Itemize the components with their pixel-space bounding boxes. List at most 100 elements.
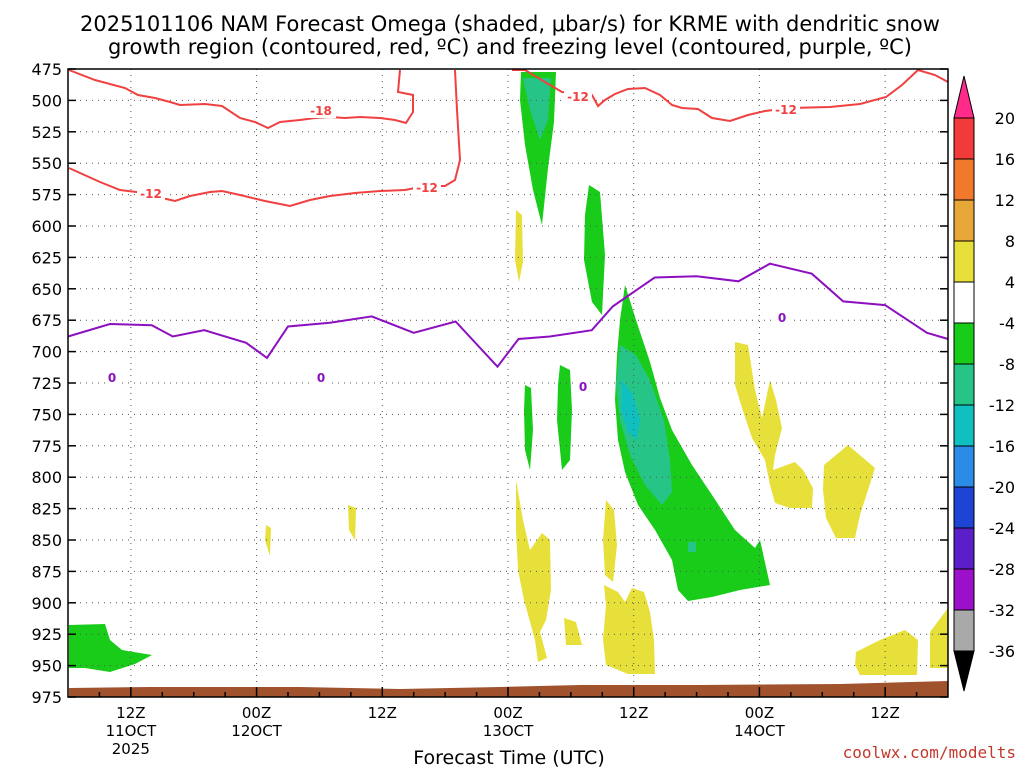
freezing-label-2: 0 [317,371,325,385]
omega-area-green-main [615,285,770,601]
x-tick-label-date: 11OCT [106,722,157,740]
dgz-label-3: -12 [416,181,438,195]
omega-area-yellow-right2 [823,445,875,538]
y-tick-label: 975 [31,688,62,707]
y-tick-label: 625 [31,248,62,267]
colorbar-label: 12 [995,191,1015,210]
freezing-label-4: 0 [778,311,786,325]
colorbar-bottom-arrow [953,650,975,692]
y-tick-label: 550 [31,154,62,173]
omega-area-teal-spot [688,542,696,552]
x-tick-label-time: 00Z [242,704,271,722]
colorbar-swatch [953,404,975,447]
y-tick-label: 600 [31,217,62,236]
colorbar-label: -16 [989,437,1015,456]
x-tick-label-time: 00Z [493,704,522,722]
omega-area-green-mid [584,185,605,315]
omega-area-yellow-small3 [265,525,271,556]
y-tick-label: 675 [31,311,62,330]
plot-area [68,69,948,697]
dgz-label-4: -12 [567,90,589,104]
y-tick-label: 925 [31,625,62,644]
y-tick-label: 750 [31,405,62,424]
x-tick-label-date: 13OCT [483,722,534,740]
colorbar-label: 8 [1005,232,1015,251]
colorbar-label: -20 [989,478,1015,497]
x-tick-label-time: 00Z [745,704,774,722]
colorbar-label: 4 [1005,273,1015,292]
colorbar-swatch [953,199,975,242]
colorbar: 20 16 12 8 4 -4 -8 -12 -16 -20 -24 -28 -32 -36 [953,75,1015,692]
y-tick-label: 950 [31,657,62,676]
omega-area-yellow-small2 [348,505,356,540]
colorbar-swatch [953,486,975,529]
freezing-label-1: 0 [108,371,116,385]
x-tick-label-time: 12Z [619,704,648,722]
colorbar-swatch [953,117,975,160]
dgz-contour-upper [68,69,414,130]
y-tick-label: 900 [31,594,62,613]
y-axis: 475 500 525 550 575 600 625 650 675 700 725 750 775 8… [31,60,948,707]
chart-title-line2: growth region (contoured, red, ºC) and f… [108,35,912,59]
x-tick-label-year: 2025 [112,740,150,758]
colorbar-swatch [953,527,975,570]
colorbar-label: -36 [989,642,1015,661]
y-tick-label: 725 [31,374,62,393]
colorbar-label: -32 [989,601,1015,620]
colorbar-swatch [953,445,975,488]
y-tick-label: 575 [31,186,62,205]
dgz-label-5: -12 [775,103,797,117]
colorbar-swatch [953,609,975,652]
x-tick-label-date: 14OCT [734,722,785,740]
y-tick-label: 650 [31,280,62,299]
dgz-label-1: -18 [310,104,332,118]
colorbar-label: -28 [989,560,1015,579]
x-tick-label-date: 12OCT [231,722,282,740]
omega-area-yellow-small1 [515,210,523,282]
colorbar-swatch [953,322,975,365]
omega-shading [69,72,948,675]
y-tick-label: 800 [31,468,62,487]
contour-labels: -18 -12 -12 -12 -12 0 0 0 0 [105,88,800,394]
omega-area-teal-upper [523,78,551,140]
y-tick-label: 875 [31,562,62,581]
y-tick-label: 775 [31,437,62,456]
x-tick-label-time: 12Z [368,704,397,722]
freezing-level-contour [67,262,949,369]
x-axis-title: Forecast Time (UTC) [413,747,604,768]
colorbar-label: -4 [999,314,1015,333]
y-tick-label: 825 [31,500,62,519]
y-tick-label: 500 [31,91,62,110]
chart-title-line1: 2025101106 NAM Forecast Omega (shaded, μ… [80,12,940,36]
omega-area-yellow-right1 [735,342,813,508]
y-tick-label: 850 [31,531,62,550]
y-tick-label: 475 [31,60,62,79]
omega-area-teal-main [616,345,672,505]
omega-area-yellow-lower3 [603,585,655,674]
colorbar-swatch [953,240,975,283]
colorbar-label: 16 [995,150,1015,169]
omega-area-yellow-lower1 [516,480,551,662]
y-tick-label: 700 [31,343,62,362]
freezing-label-3: 0 [579,380,587,394]
colorbar-label: -8 [999,355,1015,374]
colorbar-swatch [953,363,975,406]
colorbar-label: -24 [989,519,1015,538]
omega-area-yellow-right4 [930,608,948,668]
colorbar-swatch [953,158,975,201]
omega-area-yellow-lower4 [564,618,582,645]
colorbar-label: 20 [995,109,1015,128]
colorbar-swatch [953,281,975,324]
omega-area-green-narrow1 [557,365,572,470]
dgz-label-2: -12 [140,187,162,201]
omega-area-yellow-lower2 [603,500,617,582]
colorbar-swatch [953,568,975,611]
omega-area-green-narrow2 [524,385,533,470]
credit-text: coolwx.com/modelts [843,743,1016,762]
y-tick-label: 525 [31,123,62,142]
colorbar-label: -12 [989,396,1015,415]
omega-area-green-lowerleft [69,624,152,672]
omega-area-yellow-right3 [855,630,918,675]
